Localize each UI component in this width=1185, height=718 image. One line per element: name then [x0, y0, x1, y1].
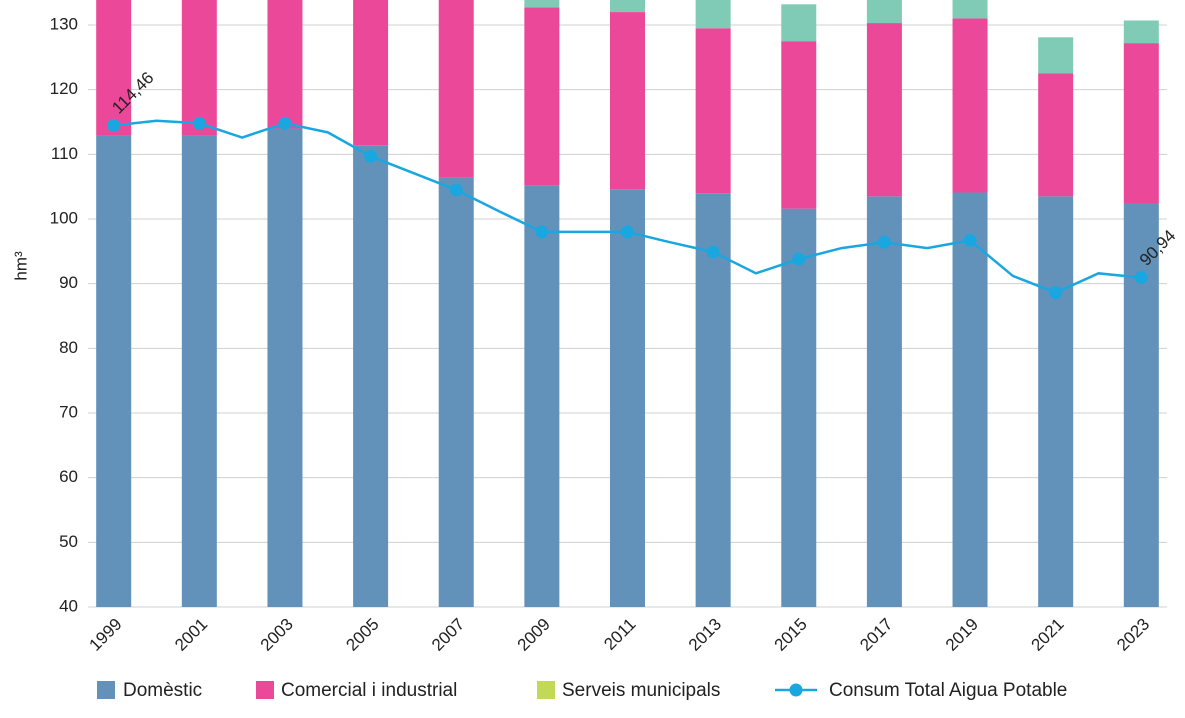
bar-segment — [438, 0, 474, 178]
bar-segment — [781, 4, 817, 42]
y-tick-label: 110 — [51, 144, 78, 163]
bar-segment — [610, 12, 645, 190]
x-tick-label: 2003 — [257, 615, 297, 655]
line-marker — [192, 116, 206, 130]
legend-swatch — [256, 681, 274, 699]
x-tick-label: 2015 — [771, 615, 811, 655]
line-marker — [877, 235, 891, 249]
bar-segment — [952, 192, 988, 607]
line-marker — [278, 116, 292, 130]
y-tick-label: 50 — [59, 532, 78, 551]
x-tick-label: 2011 — [600, 615, 639, 654]
bar-segment — [524, 185, 560, 607]
bar-segment — [524, 0, 560, 8]
line-marker — [963, 233, 977, 247]
y-tick-label: 90 — [59, 273, 78, 292]
x-tick-label: 2001 — [171, 615, 211, 655]
x-tick-label: 2009 — [514, 615, 554, 655]
y-tick-label: 70 — [59, 402, 78, 421]
bar-segment — [438, 177, 474, 607]
line-marker — [792, 252, 806, 266]
bar-segment — [695, 0, 731, 29]
x-tick-label: 2019 — [942, 615, 982, 655]
line-marker — [107, 118, 121, 132]
bar-segment — [866, 196, 902, 607]
bar-segment — [1038, 73, 1074, 197]
x-tick-label: 2007 — [428, 615, 468, 655]
bar-segment — [96, 135, 132, 607]
y-tick-label: 130 — [50, 14, 78, 33]
bar-segment — [181, 135, 217, 607]
legend-swatch — [537, 681, 555, 699]
x-tick-label: 2017 — [856, 615, 896, 655]
bar-segment — [866, 23, 902, 197]
legend-label: Consum Total Aigua Potable — [829, 680, 1067, 701]
y-tick-label: 100 — [50, 208, 78, 227]
bar-segment — [1123, 20, 1159, 44]
bar-segment — [610, 189, 645, 607]
y-tick-label: 60 — [59, 467, 78, 486]
line-marker — [621, 225, 634, 239]
line-marker — [706, 245, 720, 259]
bar-segment — [781, 41, 817, 209]
bar-segment — [181, 0, 217, 136]
y-tick-label: 120 — [50, 79, 78, 98]
bar-segment — [695, 193, 731, 607]
bar-segment — [267, 0, 303, 129]
bar-segment — [781, 208, 817, 608]
line-marker — [535, 225, 549, 239]
bar-segment — [96, 0, 132, 136]
x-tick-label: 2021 — [1027, 615, 1067, 655]
bar-segment — [1123, 203, 1159, 608]
line-marker — [364, 149, 378, 163]
bar-segment — [695, 28, 731, 194]
bar-segment — [952, 0, 988, 19]
bar-segment — [952, 18, 988, 193]
line-marker — [1049, 286, 1063, 300]
y-axis-label: hm³ — [11, 251, 30, 281]
bar-segment — [267, 128, 303, 607]
line-marker — [1134, 271, 1148, 285]
bar-segment — [353, 0, 389, 146]
legend-label: Serveis municipals — [562, 680, 720, 701]
legend-label: Domèstic — [123, 680, 202, 701]
x-tick-label: 2013 — [685, 615, 725, 655]
line-marker — [449, 183, 463, 197]
bar-segment — [353, 145, 389, 607]
x-tick-label: 2005 — [342, 615, 382, 655]
legend-label: Comercial i industrial — [281, 680, 457, 701]
bar-segment — [1038, 37, 1074, 74]
legend-marker — [789, 683, 803, 697]
bar-segment — [610, 0, 645, 13]
y-tick-label: 80 — [59, 338, 78, 357]
bar-segment — [1038, 196, 1074, 607]
legend-swatch — [97, 681, 115, 699]
y-tick-label: 40 — [59, 596, 78, 615]
bar-segment — [866, 0, 902, 24]
bar-segment — [1123, 43, 1159, 204]
x-tick-label: 2023 — [1113, 615, 1153, 655]
bar-segment — [524, 7, 560, 186]
x-tick-label: 1999 — [86, 615, 126, 655]
